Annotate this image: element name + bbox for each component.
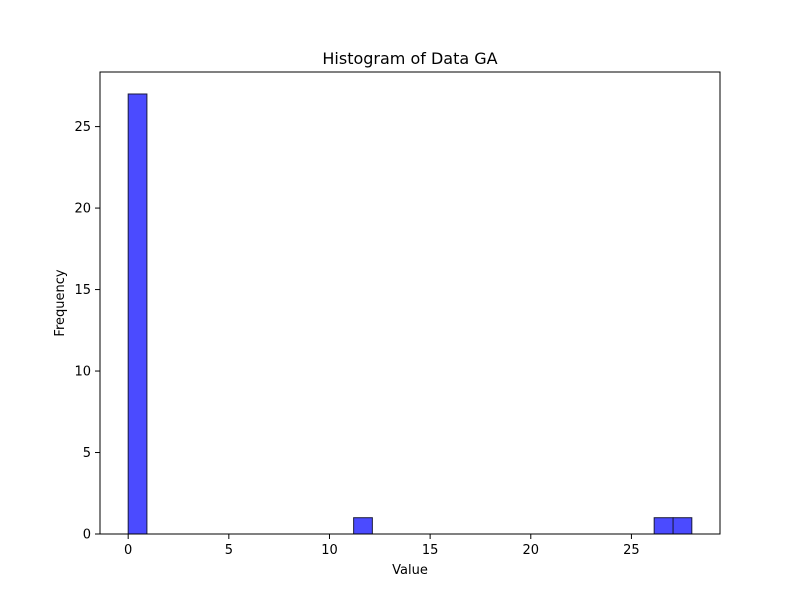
x-axis-ticks: 0 5 10 15 20 25 [124, 534, 640, 558]
x-tick-label-5: 25 [623, 543, 640, 558]
histogram-bar-2 [653, 517, 674, 535]
y-tick-label-2: 10 [74, 365, 91, 380]
y-tick-label-1: 5 [83, 446, 91, 461]
y-tick-label-5: 25 [74, 120, 91, 135]
y-axis-label: Frequency [53, 269, 68, 336]
x-tick-label-3: 15 [422, 543, 439, 558]
x-tick-label-1: 5 [225, 543, 233, 558]
y-tick-label-3: 15 [74, 283, 91, 298]
x-tick-label-0: 0 [124, 543, 132, 558]
y-axis-ticks: 0 5 10 15 20 25 [74, 120, 100, 543]
histogram-bar-0 [127, 93, 148, 535]
bars-layer [127, 93, 693, 535]
histogram-bar-1 [353, 517, 373, 535]
x-tick-label-4: 20 [523, 543, 540, 558]
histogram-bar-3 [672, 517, 693, 535]
x-axis-label: Value [392, 563, 428, 578]
x-tick-label-2: 10 [321, 543, 338, 558]
y-tick-label-4: 20 [74, 202, 91, 217]
y-tick-label-0: 0 [83, 528, 91, 543]
plot-area-frame [99, 71, 721, 535]
chart-title: Histogram of Data GA [322, 49, 497, 68]
